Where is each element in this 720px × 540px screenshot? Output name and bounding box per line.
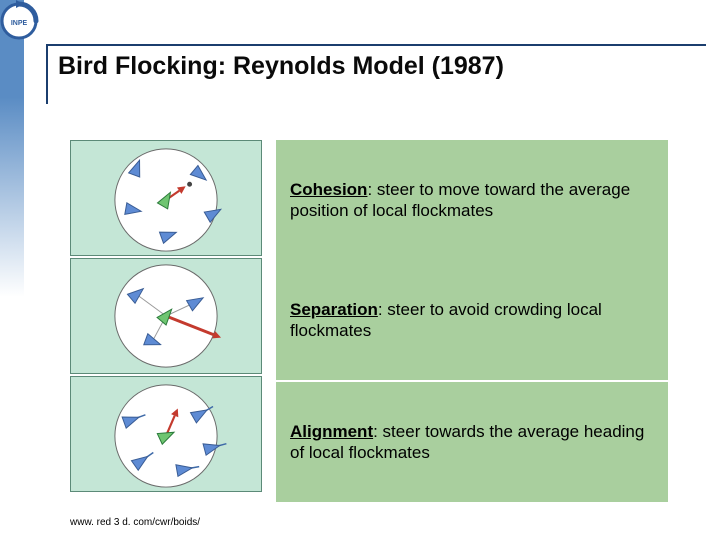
diagram-panel-alignment [70,376,262,492]
rule-desc-alignment: Alignment: steer towards the average hea… [276,382,668,502]
rule-term: Alignment [290,422,373,441]
corner-logo: INPE [0,0,42,44]
diagram-panel-cohesion [70,140,262,256]
title-rule-horizontal [46,44,706,46]
title-rule-vertical [46,44,48,104]
slide-root: INPE Bird Flocking: Reynolds Model (1987… [0,0,720,540]
svg-text:INPE: INPE [11,20,28,27]
diagram-panel-separation [70,258,262,374]
rule-term: Separation [290,300,378,319]
left-gradient-strip [0,0,24,540]
rule-desc-cohesion: Cohesion: steer to move toward the avera… [276,140,668,260]
rule-desc-separation: Separation: steer to avoid crowding loca… [276,260,668,380]
diagram-column [70,140,262,494]
rule-term: Cohesion [290,180,367,199]
footer-url: www. red 3 d. com/cwr/boids/ [70,517,200,528]
slide-title: Bird Flocking: Reynolds Model (1987) [58,52,504,81]
